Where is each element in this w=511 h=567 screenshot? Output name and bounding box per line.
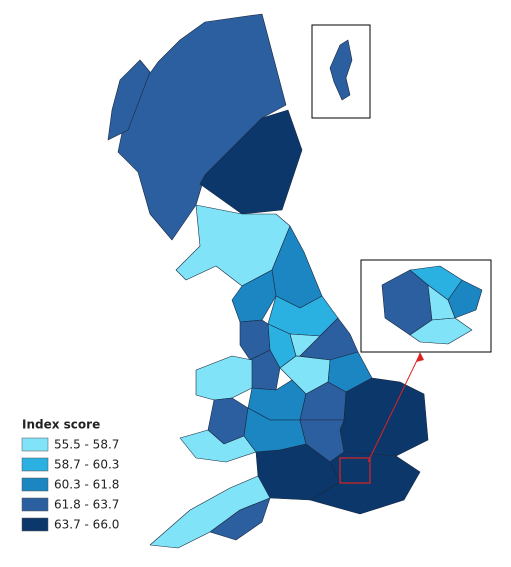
legend-label: 60.3 - 61.8: [54, 478, 119, 492]
legend-swatch: [21, 477, 49, 492]
western-isles: [107, 59, 151, 141]
london-inset: [360, 259, 492, 353]
legend-label: 63.7 - 66.0: [54, 518, 119, 532]
south-yorkshire: [289, 333, 321, 357]
regions: [107, 13, 429, 549]
arrow-head: [416, 352, 424, 362]
legend-label: 55.5 - 58.7: [54, 438, 119, 452]
legend-swatch: [21, 437, 49, 452]
wales-north: [195, 355, 253, 401]
inset-frame: [311, 24, 371, 119]
north-east-scotland: [199, 109, 303, 215]
east-england: [339, 377, 429, 457]
legend-label: 58.7 - 60.3: [54, 458, 119, 472]
legend-swatch: [21, 517, 49, 532]
legend-label: 61.8 - 63.7: [54, 498, 119, 512]
legend-swatch: [21, 457, 49, 472]
shetland-inset: [311, 24, 371, 119]
london-highlight: [339, 457, 371, 484]
legend: Index score 55.5 - 58.7 58.7 - 60.3 60.3 -…: [21, 418, 119, 532]
highlands: [117, 13, 287, 241]
legend-swatch: [21, 497, 49, 512]
legend-title: Index score: [22, 418, 100, 432]
london-south: [409, 317, 473, 345]
shetland: [329, 39, 353, 101]
inset-arrow: [367, 353, 421, 463]
devon: [209, 497, 271, 541]
